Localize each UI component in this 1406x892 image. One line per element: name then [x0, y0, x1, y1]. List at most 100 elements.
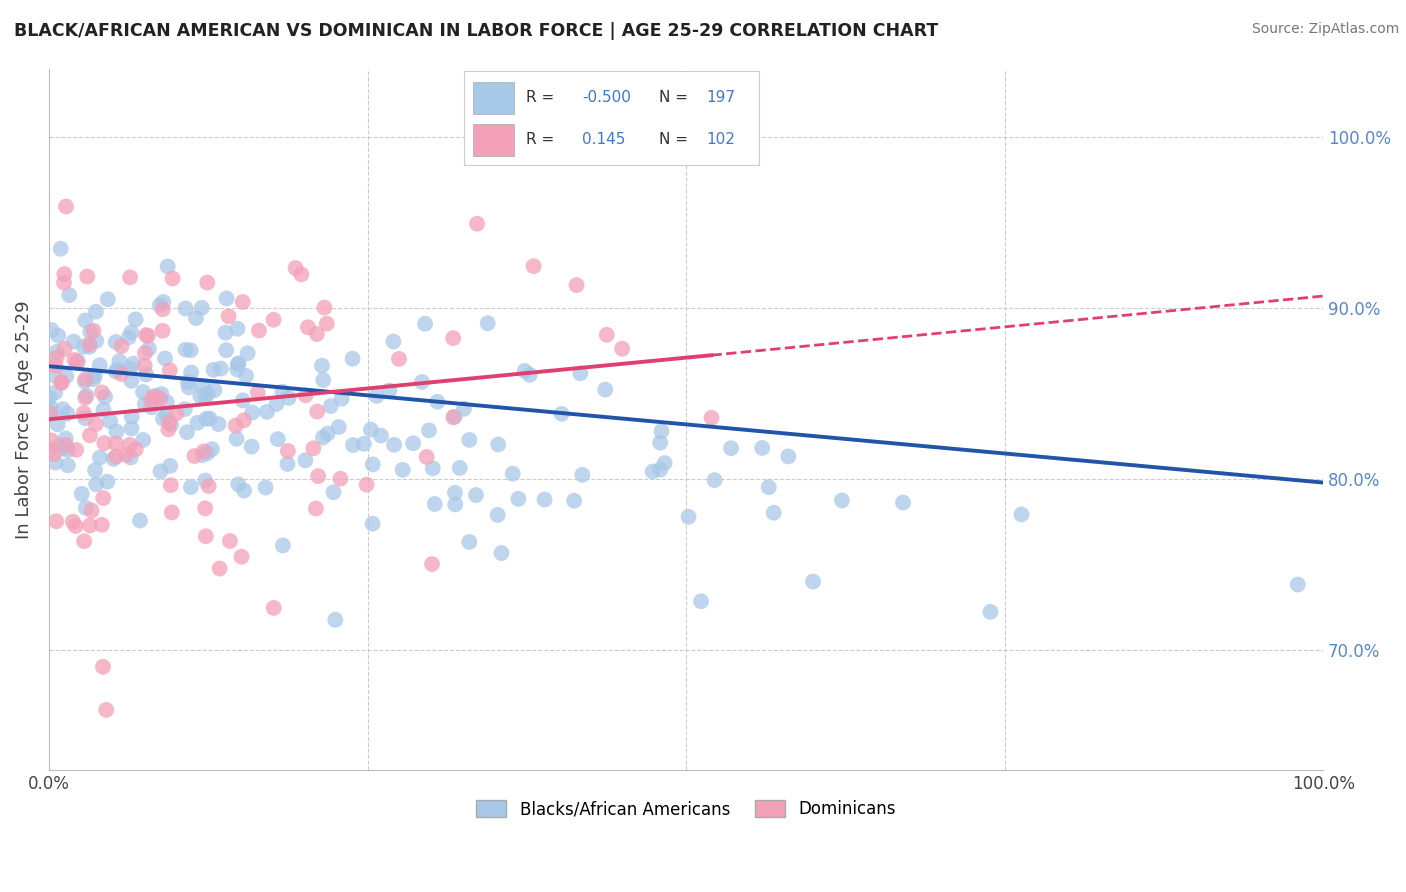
Point — [449, 461, 471, 475]
Point — [202, 383, 225, 397]
Point — [307, 404, 329, 418]
Point — [382, 334, 405, 349]
Point — [93, 402, 115, 417]
Point — [166, 406, 188, 420]
Point — [197, 479, 219, 493]
Point — [120, 270, 142, 285]
Point — [465, 217, 488, 231]
Point — [307, 469, 329, 483]
Point — [519, 368, 541, 382]
Text: -0.500: -0.500 — [582, 90, 631, 105]
Point — [271, 384, 294, 399]
Point — [277, 391, 299, 405]
Point — [596, 327, 619, 342]
Point — [104, 436, 127, 450]
Point — [778, 450, 800, 464]
Point — [231, 549, 253, 564]
Text: Source: ZipAtlas.com: Source: ZipAtlas.com — [1251, 22, 1399, 37]
Point — [104, 364, 127, 378]
Point — [215, 343, 238, 358]
Point — [152, 411, 174, 425]
Point — [801, 574, 824, 589]
Point — [290, 268, 312, 282]
Point — [232, 295, 254, 310]
Point — [156, 395, 179, 409]
Point — [236, 346, 259, 360]
Point — [152, 324, 174, 338]
Point — [305, 326, 328, 341]
Point — [423, 497, 446, 511]
Point — [138, 342, 160, 356]
Point — [141, 394, 163, 409]
Text: R =: R = — [526, 90, 554, 105]
Point — [441, 331, 464, 345]
Point — [342, 438, 364, 452]
Point — [197, 446, 219, 460]
Point — [323, 613, 346, 627]
Point — [105, 362, 128, 376]
Point — [118, 361, 141, 376]
Point — [150, 387, 173, 401]
Point — [831, 493, 853, 508]
Point — [39, 401, 62, 415]
Point — [76, 389, 98, 403]
Point — [418, 423, 440, 437]
Point — [115, 448, 138, 462]
Point — [215, 292, 238, 306]
Point — [353, 437, 375, 451]
Point — [329, 472, 352, 486]
Point — [84, 463, 107, 477]
Point — [444, 497, 467, 511]
Point — [219, 534, 242, 549]
Point — [562, 493, 585, 508]
Point — [44, 359, 66, 373]
Text: N =: N = — [659, 132, 688, 147]
Point — [458, 535, 481, 549]
Point — [508, 491, 530, 506]
Point — [80, 503, 103, 517]
Text: 102: 102 — [706, 132, 735, 147]
Point — [49, 242, 72, 256]
Point — [235, 368, 257, 383]
Point — [720, 441, 742, 455]
Point — [271, 539, 294, 553]
Point — [117, 330, 139, 344]
Point — [700, 410, 723, 425]
Point — [277, 444, 299, 458]
Point — [513, 364, 536, 378]
Point — [678, 509, 700, 524]
Point — [193, 444, 215, 458]
Point — [194, 390, 217, 404]
Point — [191, 448, 214, 462]
Point — [233, 483, 256, 498]
Point — [52, 442, 75, 456]
Point — [159, 458, 181, 473]
Point — [654, 456, 676, 470]
Point — [314, 301, 336, 315]
Point — [58, 288, 80, 302]
Point — [97, 292, 120, 306]
Point — [226, 357, 249, 371]
Point — [135, 328, 157, 343]
Point — [453, 401, 475, 416]
Point — [134, 397, 156, 411]
Point — [145, 389, 167, 403]
Point — [226, 322, 249, 336]
Point — [194, 501, 217, 516]
FancyBboxPatch shape — [472, 82, 515, 113]
Point — [411, 375, 433, 389]
Point — [79, 325, 101, 339]
Point — [201, 442, 224, 457]
Point — [486, 508, 509, 522]
Text: N =: N = — [659, 90, 688, 105]
Point — [39, 406, 62, 420]
Point — [458, 433, 481, 447]
Point — [44, 368, 66, 383]
Point — [73, 340, 96, 354]
Point — [198, 411, 221, 425]
Point — [39, 442, 62, 457]
Point — [160, 505, 183, 519]
Point — [180, 480, 202, 494]
Point — [53, 267, 76, 281]
Point — [82, 372, 104, 386]
